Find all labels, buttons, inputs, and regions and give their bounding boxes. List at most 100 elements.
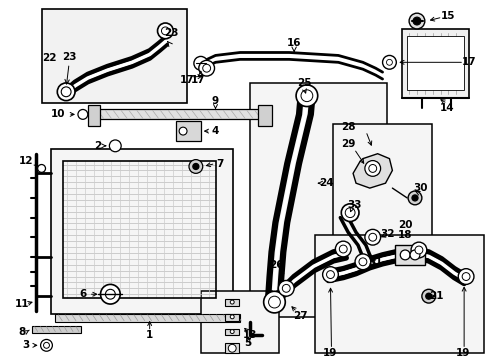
Bar xyxy=(249,83,386,317)
Circle shape xyxy=(192,163,199,170)
Text: 22: 22 xyxy=(42,53,57,63)
Circle shape xyxy=(282,284,289,292)
Circle shape xyxy=(411,195,417,201)
Circle shape xyxy=(199,60,214,76)
Text: 21: 21 xyxy=(428,291,443,301)
Text: 26: 26 xyxy=(268,260,283,270)
Text: 17: 17 xyxy=(190,75,205,85)
Circle shape xyxy=(263,291,285,313)
Bar xyxy=(257,104,271,126)
Circle shape xyxy=(230,330,234,333)
Circle shape xyxy=(105,289,115,299)
Text: 5: 5 xyxy=(244,338,251,348)
Circle shape xyxy=(412,17,420,25)
Circle shape xyxy=(421,289,435,303)
Bar xyxy=(225,343,239,353)
Text: 31: 31 xyxy=(367,257,382,267)
Text: 25: 25 xyxy=(296,78,310,88)
Circle shape xyxy=(364,229,380,245)
Text: 32: 32 xyxy=(380,229,394,239)
Circle shape xyxy=(43,342,49,348)
Text: 2: 2 xyxy=(94,141,101,151)
Text: 27: 27 xyxy=(292,311,306,321)
Circle shape xyxy=(61,87,71,97)
Circle shape xyxy=(157,23,173,39)
Circle shape xyxy=(268,296,280,308)
Circle shape xyxy=(341,204,358,221)
Circle shape xyxy=(179,127,186,135)
Circle shape xyxy=(78,109,87,119)
Circle shape xyxy=(382,55,395,69)
Bar xyxy=(402,29,468,98)
Text: 6: 6 xyxy=(79,289,86,299)
Text: 9: 9 xyxy=(211,96,219,105)
Bar xyxy=(201,291,279,353)
Text: 1: 1 xyxy=(146,330,153,341)
Bar xyxy=(51,149,233,314)
Bar xyxy=(55,314,240,322)
Text: 17: 17 xyxy=(179,75,194,85)
Text: 16: 16 xyxy=(286,38,301,48)
Text: 19: 19 xyxy=(455,348,469,358)
Circle shape xyxy=(161,27,169,35)
Circle shape xyxy=(457,269,473,284)
Text: 24: 24 xyxy=(319,178,333,188)
Text: 29: 29 xyxy=(340,139,355,149)
Circle shape xyxy=(188,159,203,174)
Circle shape xyxy=(38,165,45,172)
Circle shape xyxy=(101,284,120,304)
Text: 20: 20 xyxy=(397,220,411,230)
Bar xyxy=(87,104,100,126)
Text: 14: 14 xyxy=(439,103,454,113)
Circle shape xyxy=(228,345,236,352)
Text: 19: 19 xyxy=(323,348,337,358)
Circle shape xyxy=(461,273,469,280)
Circle shape xyxy=(41,339,52,351)
Text: 28: 28 xyxy=(340,122,355,132)
Text: 4: 4 xyxy=(211,126,219,136)
Circle shape xyxy=(408,13,424,29)
Circle shape xyxy=(57,83,75,101)
Circle shape xyxy=(230,315,234,319)
Bar xyxy=(63,161,215,298)
Circle shape xyxy=(407,191,421,205)
Circle shape xyxy=(296,85,317,107)
Circle shape xyxy=(203,64,210,72)
Circle shape xyxy=(339,245,346,253)
Text: 13: 13 xyxy=(242,330,257,341)
Circle shape xyxy=(278,280,293,296)
Circle shape xyxy=(386,59,391,65)
Circle shape xyxy=(414,246,422,254)
Circle shape xyxy=(109,140,121,152)
Bar xyxy=(225,329,239,336)
Circle shape xyxy=(409,250,419,260)
Text: 8: 8 xyxy=(18,327,25,337)
Circle shape xyxy=(354,254,370,270)
Bar xyxy=(41,9,186,103)
Bar xyxy=(93,109,264,119)
Circle shape xyxy=(410,242,426,258)
Circle shape xyxy=(425,293,431,299)
Circle shape xyxy=(230,300,234,304)
Text: 10: 10 xyxy=(51,109,65,120)
Bar xyxy=(225,314,239,321)
Text: 15: 15 xyxy=(440,11,455,21)
Circle shape xyxy=(194,57,207,70)
Text: 17: 17 xyxy=(461,57,475,67)
Circle shape xyxy=(335,241,350,257)
Bar xyxy=(333,124,431,252)
Circle shape xyxy=(368,165,376,172)
Circle shape xyxy=(368,233,376,241)
Text: 3: 3 xyxy=(22,340,29,350)
Circle shape xyxy=(358,258,366,266)
Text: 18: 18 xyxy=(397,230,411,240)
Bar xyxy=(394,245,424,265)
Bar xyxy=(314,235,483,353)
Text: 11: 11 xyxy=(15,299,29,309)
Circle shape xyxy=(301,90,312,102)
Polygon shape xyxy=(352,154,391,188)
Circle shape xyxy=(326,271,334,279)
Text: 12: 12 xyxy=(19,156,33,166)
Circle shape xyxy=(364,161,380,176)
Text: 23: 23 xyxy=(163,28,178,38)
